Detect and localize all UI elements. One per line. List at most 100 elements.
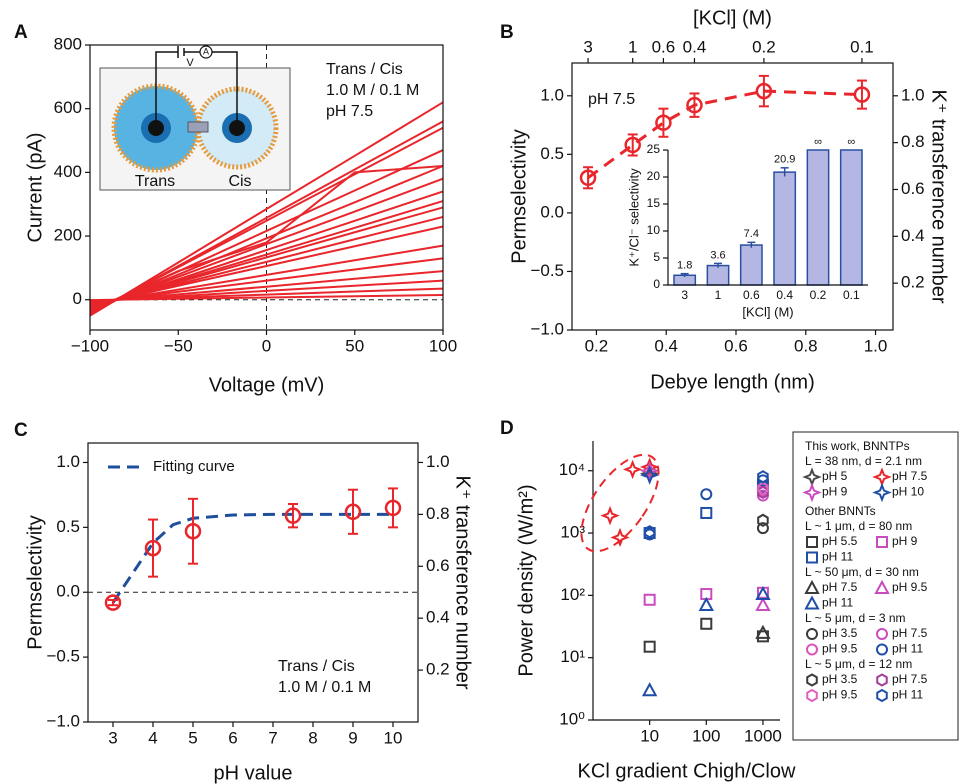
- left-tick-label: 200: [54, 226, 82, 245]
- legend-marker: [806, 688, 818, 703]
- right-tick-label: 0.8: [426, 504, 450, 523]
- inset-y-label: K⁺/Cl⁻ selectivity: [626, 168, 641, 267]
- data-point: [344, 503, 362, 521]
- bottom-tick-label: 0.8: [794, 336, 818, 355]
- bottom-tick-label: 0.4: [654, 336, 678, 355]
- marker: [643, 593, 656, 606]
- legend-label: pH 7.5: [822, 580, 858, 594]
- annotation: 1.0 M / 0.1 M: [326, 82, 419, 99]
- legend-label: pH 3.5: [822, 626, 858, 640]
- bar: [706, 264, 730, 286]
- nanotube: [187, 121, 209, 133]
- x-axis-label: pH value: [214, 762, 293, 784]
- y-axis-label: Power density (W/m²): [515, 484, 537, 676]
- legend-marker: [876, 536, 888, 548]
- legend-subheading: L ~ 5 μm, d = 3 nm: [805, 611, 906, 625]
- data-point: [624, 136, 641, 154]
- legend-marker: [872, 467, 892, 487]
- left-tick-label: 0.0: [540, 202, 564, 221]
- left-tick-label: 0.0: [56, 582, 80, 601]
- right-tick-label: 0.2: [901, 273, 925, 292]
- data-point: [755, 82, 773, 100]
- marker: [757, 470, 769, 484]
- bottom-tick-label: 6: [228, 728, 237, 747]
- marker: [755, 585, 771, 601]
- right-tick-label: 0.8: [901, 132, 925, 151]
- top-tick-label: 0.6: [652, 37, 676, 56]
- legend-subheading: L ~ 1 μm, d = 80 nm: [805, 519, 912, 533]
- legend-label: pH 11: [892, 688, 923, 702]
- value-label: ∞: [847, 136, 855, 148]
- data-point: [686, 96, 703, 114]
- iv-curve: [89, 257, 444, 305]
- inset-label: V: [186, 57, 194, 69]
- bottom-tick-label: 1.0: [864, 336, 888, 355]
- bar: [739, 244, 763, 286]
- top-tick-label: 0.2: [752, 37, 776, 56]
- bottom-tick-label: −100: [71, 336, 109, 355]
- marker: [700, 488, 713, 501]
- data-point: [655, 114, 672, 131]
- bottom-tick-label: 3: [108, 728, 117, 747]
- legend-marker: [872, 482, 892, 503]
- panel-label: A: [14, 22, 28, 43]
- bar: [839, 149, 863, 286]
- category-label: 1: [715, 288, 722, 302]
- inset-label: Cis: [228, 173, 251, 190]
- data-point: [579, 169, 597, 187]
- legend-marker: [876, 643, 888, 656]
- marker: [698, 596, 714, 612]
- data-point: [104, 594, 122, 611]
- left-tick-label: 5: [653, 250, 660, 264]
- bottom-tick-label: 100: [429, 336, 457, 355]
- circuit: [155, 51, 238, 128]
- left-tick-label: 0.5: [56, 517, 80, 536]
- left-tick-label: 10¹: [560, 647, 585, 666]
- marker: [755, 624, 771, 639]
- marker: [757, 513, 769, 527]
- x-axis-label: Debye length (nm): [650, 371, 815, 393]
- left-tick-label: 800: [54, 34, 82, 53]
- plot-frame: [87, 442, 419, 723]
- left-tick-label: 20: [647, 169, 661, 183]
- left-tick-label: −1.0: [530, 319, 564, 338]
- data-point: [284, 507, 302, 524]
- legend-marker: [806, 551, 818, 564]
- left-tick-label: −1.0: [46, 711, 80, 730]
- marker: [700, 506, 713, 519]
- top-tick-label: 3: [583, 37, 592, 56]
- panel-label: D: [500, 418, 514, 439]
- legend-label: pH 11: [822, 596, 853, 610]
- right-tick-label: 1.0: [901, 85, 925, 104]
- iv-curve: [89, 244, 444, 306]
- iv-curve: [89, 101, 444, 317]
- left-tick-label: 1.0: [540, 85, 564, 104]
- legend-marker: [804, 595, 820, 610]
- legend-marker: [806, 536, 818, 548]
- left-tick-label: 0: [73, 289, 82, 308]
- legend-label: pH 9.5: [822, 642, 858, 656]
- right-tick-label: 0.4: [901, 226, 925, 245]
- marker: [639, 457, 660, 477]
- bottom-tick-label: 9: [348, 728, 357, 747]
- ammeter: [199, 45, 213, 59]
- legend-label: pH 9: [892, 534, 918, 548]
- cell-diagram: Trans Cis V A: [99, 45, 291, 191]
- value-label: 1.8: [677, 260, 692, 272]
- top-tick-label: 1: [628, 37, 637, 56]
- legend-subheading: L = 38 nm, d = 2.1 nm: [805, 454, 922, 468]
- legend-marker: [806, 643, 818, 656]
- iv-curve: [89, 126, 444, 315]
- right-tick-label: 0.6: [426, 556, 450, 575]
- iv-curve: [89, 270, 444, 303]
- bar: [773, 171, 797, 286]
- legend-marker: [874, 579, 890, 594]
- data-point: [853, 86, 871, 103]
- right-tick-label: 0.2: [426, 660, 450, 679]
- legend-heading: This work, BNNTPs: [805, 439, 910, 453]
- legend-label: pH 7.5: [892, 626, 928, 640]
- marker: [641, 682, 658, 697]
- axes: [592, 441, 780, 721]
- marker: [643, 640, 656, 653]
- bottom-tick-label: 8: [308, 728, 317, 747]
